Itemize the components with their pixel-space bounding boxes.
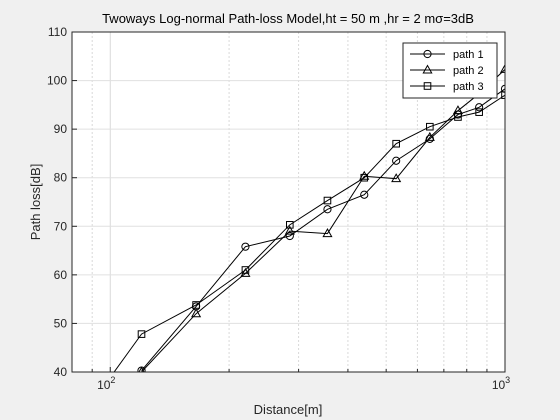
data-point-2 [322,228,333,238]
y-tick-label: 40 [54,365,68,379]
data-point-3 [323,196,332,205]
chart-title: Twoways Log-normal Path-loss Model,ht = … [102,11,474,26]
data-point-3 [286,221,294,229]
data-point-2 [284,225,295,235]
data-point-1 [360,190,369,199]
data-point-3 [454,113,462,121]
plot-frame [71,31,506,373]
data-point-3 [426,122,434,131]
x-tick-label: 103 [492,375,510,392]
y-tick-label: 70 [54,219,68,233]
y-tick-label: 90 [54,122,68,136]
legend-marker [423,82,432,90]
data-point-2 [424,131,435,141]
series-group [113,63,505,372]
x-tick-label: 102 [97,375,115,392]
axis-ticks: 40 50 60 70 80 90 100 110 102 103 [47,25,510,392]
y-tick-label: 80 [54,171,68,185]
data-point-3 [501,91,505,99]
x-axis-label: Distance[m] [254,402,323,417]
legend-label: path 3 [453,81,484,93]
data-point-3 [360,173,369,182]
data-point-3 [241,266,250,274]
data-point-3 [137,330,146,338]
data-point-3 [475,108,483,116]
series-line-1 [141,88,505,371]
legend-label: path 2 [453,65,484,77]
y-tick-label: 100 [47,74,67,88]
data-point-2 [240,267,251,277]
legend-marker [422,64,433,74]
data-point-1 [241,242,250,251]
data-point-2 [499,63,505,73]
legend-marker [423,49,432,59]
data-point-2 [138,366,145,372]
y-tick-label: 110 [48,25,67,39]
data-point-2 [191,308,202,318]
series-line-2 [141,69,505,372]
data-point-2 [391,173,402,183]
y-tick-label: 60 [54,268,68,282]
data-point-3 [192,301,200,309]
legend: path 1 path 2 path 3 [402,42,498,99]
legend-label: path 1 [453,49,484,61]
data-point-1 [392,156,401,165]
y-axis-label: Path loss[dB] [28,164,43,241]
data-point-1 [323,205,332,214]
y-tick-label: 50 [54,316,68,330]
data-point-3 [392,139,400,148]
data-point-1 [285,231,294,241]
data-point-1 [475,103,484,112]
